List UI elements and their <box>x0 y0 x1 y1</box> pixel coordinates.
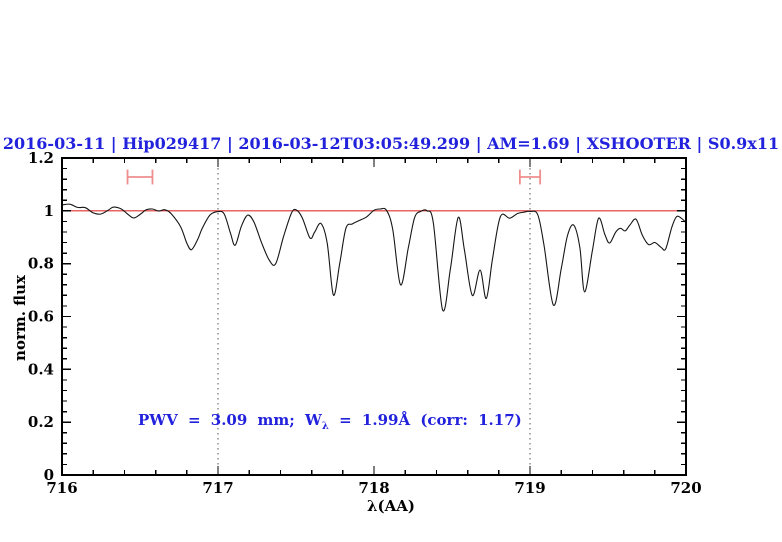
x-tick-label: 719 <box>514 479 545 497</box>
x-tick-label: 716 <box>46 479 77 497</box>
pwv-annotation-lambda-sub: λ <box>321 421 329 432</box>
y-tick-label: 0.2 <box>28 413 54 431</box>
plot-title: 2016-03-11 | Hip029417 | 2016-03-12T03:0… <box>2 134 780 153</box>
y-tick-label: 0.4 <box>28 360 54 378</box>
y-tick-label: 0 <box>44 466 54 484</box>
pwv-annotation-prefix: PWV = 3.09 mm; W <box>138 411 322 429</box>
x-tick-label: 717 <box>202 479 233 497</box>
y-tick-label: 1 <box>44 202 54 220</box>
y-tick-label: 1.2 <box>28 149 54 167</box>
spectrum-line <box>61 203 687 312</box>
x-tick-label: 718 <box>358 479 389 497</box>
x-axis-label: λ(AA) <box>367 497 415 515</box>
pwv-annotation: PWV = 3.09 mm; Wλ = 1.99Å (corr: 1.17) <box>138 411 522 432</box>
axis-ticks <box>61 157 687 476</box>
range-marker <box>518 169 542 185</box>
range-marker <box>126 169 154 185</box>
x-tick-label: 720 <box>670 479 701 497</box>
y-tick-label: 0.8 <box>28 255 54 273</box>
y-axis-label: norm. flux <box>11 275 29 361</box>
y-tick-label: 0.6 <box>28 308 54 326</box>
pwv-annotation-suffix: = 1.99Å (corr: 1.17) <box>328 411 522 429</box>
